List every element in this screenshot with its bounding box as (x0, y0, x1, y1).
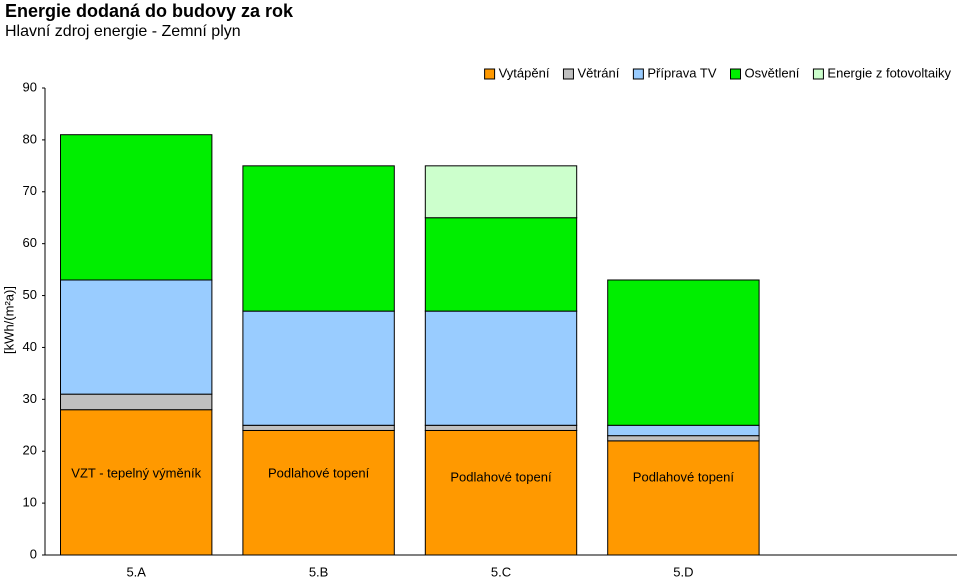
legend-swatch (484, 68, 496, 80)
chart-subtitle: Hlavní zdroj energie - Zemní plyn (5, 23, 241, 40)
bar-segment (60, 279, 213, 395)
bar-segment (424, 217, 578, 312)
legend-item: Vytápění (484, 65, 550, 80)
legend-item: Větrání (562, 65, 620, 80)
x-tick-label: 5.B (309, 564, 329, 579)
bar-segment (242, 424, 395, 431)
bar-segment (242, 310, 395, 426)
y-tick-label: 20 (23, 443, 37, 458)
legend-swatch (812, 68, 824, 80)
legend-label: Vytápění (499, 65, 550, 80)
legend-item: Příprava TV (632, 65, 717, 80)
annotation: VZT - tepelný výměník (71, 465, 201, 480)
bar-segment (424, 429, 578, 556)
annotation: Podlahové topení (450, 469, 552, 484)
bar-segment (60, 134, 213, 281)
y-tick-label: 10 (23, 495, 37, 510)
bar-segment (607, 440, 760, 556)
bar-segment (607, 424, 760, 437)
bar-segment (424, 310, 578, 426)
annotation: Podlahové topení (268, 465, 370, 480)
y-tick-label: 40 (23, 339, 37, 354)
legend-item: Osvětlení (730, 65, 800, 80)
bar-segment (242, 429, 395, 556)
y-tick-label: 90 (23, 79, 37, 94)
y-tick-label: 80 (23, 131, 37, 146)
legend-label: Energie z fotovoltaiky (827, 65, 951, 80)
y-tick-label: 0 (30, 546, 37, 561)
y-tick-label: 60 (23, 235, 37, 250)
legend-swatch (730, 68, 741, 80)
y-tick-label: 30 (23, 391, 37, 406)
bar-segment (242, 165, 395, 312)
y-axis-label: [kWh/(m²a)] (1, 286, 16, 354)
x-tick-label: 5.C (491, 564, 511, 579)
legend-swatch (632, 68, 644, 80)
y-tick-label: 70 (23, 183, 37, 198)
legend-label: Větrání (577, 65, 619, 80)
bar-segment (607, 435, 760, 442)
bar-segment (60, 393, 213, 411)
bar-segment (424, 165, 578, 219)
legend-item: Energie z fotovoltaiky (812, 65, 951, 80)
annotation: Podlahové topení (633, 469, 735, 484)
bar-segment (607, 279, 760, 426)
chart-title: Energie dodaná do budovy za rok (5, 1, 294, 21)
legend-swatch (562, 68, 574, 80)
legend-label: Příprava TV (647, 65, 716, 80)
bar-segment (424, 424, 578, 431)
legend-label: Osvětlení (745, 65, 800, 80)
x-tick-label: 5.A (126, 564, 146, 579)
bar-segment (60, 409, 213, 556)
x-tick-label: 5.D (673, 564, 693, 579)
y-tick-label: 50 (23, 287, 37, 302)
